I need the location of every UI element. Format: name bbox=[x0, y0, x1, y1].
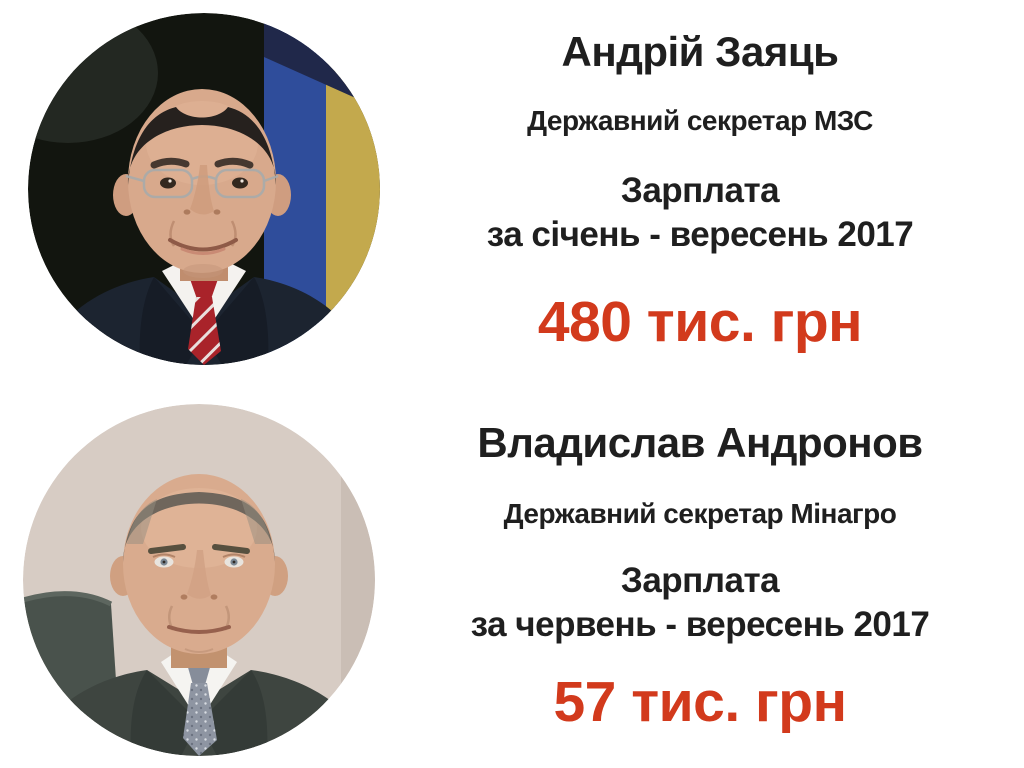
salary-period: за червень - вересень 2017 bbox=[470, 605, 930, 644]
portrait-andronov-illustration bbox=[23, 404, 375, 756]
person-title: Державний секретар МЗС bbox=[527, 105, 873, 136]
office-chair bbox=[23, 593, 121, 756]
person-title: Державний секретар Мінагро bbox=[503, 498, 897, 529]
portrait-zayats-illustration bbox=[28, 13, 380, 365]
salary-amount: 57 тис. грн bbox=[553, 670, 847, 734]
gray-dotted-tie bbox=[187, 664, 211, 685]
hair bbox=[127, 107, 277, 185]
salary-period: за січень - вересень 2017 bbox=[486, 215, 914, 254]
hair bbox=[123, 492, 275, 562]
salary-label: Зарплата bbox=[620, 171, 780, 210]
person-name: Владислав Андронов bbox=[477, 419, 923, 466]
salary-label: Зарплата bbox=[620, 561, 780, 600]
face bbox=[113, 89, 291, 281]
profile-photo-zayats bbox=[28, 13, 380, 365]
salary-amount: 480 тис. грн bbox=[537, 290, 863, 354]
red-striped-tie bbox=[190, 279, 218, 299]
face bbox=[110, 474, 288, 668]
profile-photo-andronov bbox=[23, 404, 375, 756]
person-name: Андрій Заяць bbox=[561, 28, 840, 75]
